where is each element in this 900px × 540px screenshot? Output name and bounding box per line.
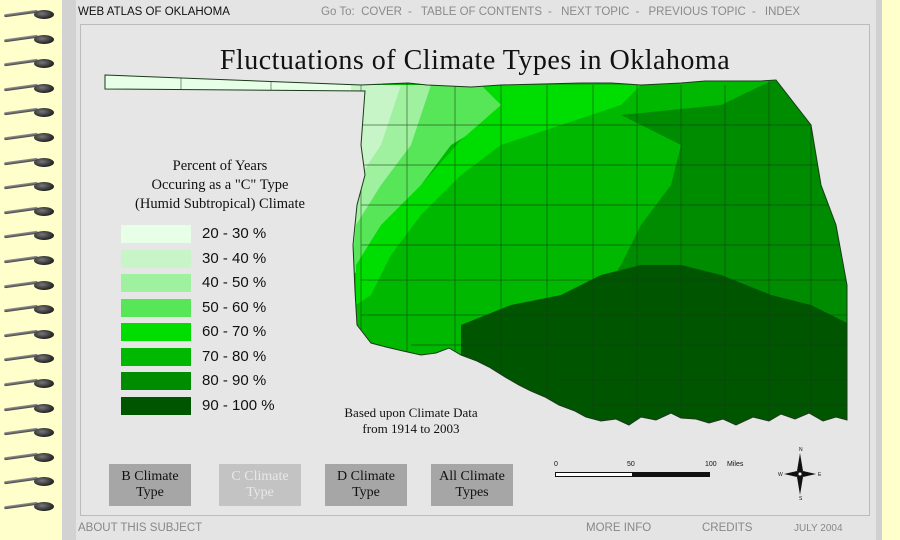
- d-climate-type-button[interactable]: D Climate Type: [325, 464, 407, 506]
- about-this-subject-link[interactable]: ABOUT THIS SUBJECT: [78, 522, 203, 534]
- binding-ring: [3, 9, 56, 20]
- binding-ring: [3, 304, 56, 315]
- oklahoma-climate-map: [104, 74, 848, 426]
- legend-label: 60 - 70 %: [202, 323, 267, 340]
- nav-previous-topic-link[interactable]: PREVIOUS TOPIC: [648, 6, 746, 18]
- button-label: B Climate: [121, 469, 179, 484]
- scale-segment: [555, 472, 633, 477]
- legend-label: 70 - 80 %: [202, 347, 267, 365]
- binding-ring: [3, 501, 56, 512]
- binding-ring: [3, 452, 56, 463]
- binding-ring: [3, 403, 56, 414]
- map-title: Fluctuations of Climate Types in Oklahom…: [219, 45, 731, 76]
- publication-date: JULY 2004: [794, 523, 843, 534]
- button-label: Type: [352, 485, 380, 500]
- scale-segment: [632, 472, 710, 477]
- top-navigation-bar: WEB ATLAS OF OKLAHOMA Go To: COVER - TABL…: [76, 6, 876, 22]
- binding-ring: [3, 34, 56, 45]
- button-label: Types: [455, 485, 489, 500]
- compass-s: S: [799, 496, 803, 501]
- binding-ring: [3, 477, 56, 487]
- binding-ring: [3, 255, 56, 266]
- binding-ring: [3, 181, 56, 192]
- legend-title: Percent of Years Occuring as a "C" Type …: [115, 157, 325, 214]
- scale-tick: 0: [554, 461, 558, 468]
- bottom-navigation-bar: ABOUT THIS SUBJECT MORE INFO CREDITS JUL…: [76, 522, 876, 538]
- binding-ring: [3, 58, 56, 69]
- goto-label: Go To:: [321, 6, 355, 18]
- compass-rose-icon: N S E W: [778, 447, 822, 501]
- scale-unit: Miles: [727, 461, 744, 468]
- compass-n: N: [799, 447, 803, 453]
- button-label: D Climate: [337, 469, 395, 484]
- compass-e: E: [818, 472, 822, 478]
- b-climate-type-button[interactable]: B Climate Type: [109, 464, 191, 506]
- legend-swatch: [121, 249, 191, 268]
- atlas-page: WEB ATLAS OF OKLAHOMA Go To: COVER - TABL…: [62, 0, 882, 540]
- legend-label: 90 - 100 %: [202, 396, 275, 414]
- more-info-link[interactable]: MORE INFO: [586, 522, 652, 534]
- nav-index-link[interactable]: INDEX: [764, 6, 801, 18]
- binding-ring: [3, 354, 56, 364]
- scale-tick: 50: [627, 461, 635, 468]
- legend-label: 80 - 90 %: [202, 372, 267, 389]
- legend-swatch: [121, 225, 191, 243]
- binding-ring: [3, 280, 56, 291]
- map-canvas: Fluctuations of Climate Types in Oklahom…: [80, 24, 870, 516]
- binding-ring: [3, 157, 56, 168]
- nav-table-of-contents-link[interactable]: TABLE OF CONTENTS: [420, 6, 543, 18]
- binding-ring: [3, 231, 56, 241]
- binding-ring: [3, 108, 56, 118]
- compass-w: W: [778, 472, 783, 478]
- legend-label: 30 - 40 %: [202, 249, 267, 267]
- legend-swatch: [121, 396, 191, 415]
- binding-ring: [3, 132, 56, 143]
- legend-title-line: Occuring as a "C" Type: [151, 177, 289, 193]
- legend-swatch: [121, 298, 191, 317]
- button-label: Type: [136, 485, 164, 500]
- binding-ring: [3, 427, 56, 438]
- spiral-binding: [0, 0, 62, 540]
- legend-swatch: [121, 372, 191, 390]
- legend-swatch: [121, 347, 191, 366]
- button-label: All Climate: [439, 469, 505, 484]
- legend-swatch: [121, 323, 191, 341]
- binding-ring: [3, 378, 56, 389]
- nav-next-topic-link[interactable]: NEXT TOPIC: [561, 6, 630, 18]
- nav-cover-link[interactable]: COVER: [361, 6, 402, 18]
- scale-bar: 0 50 100 Miles: [554, 461, 755, 491]
- note-line: from 1914 to 2003: [362, 421, 460, 436]
- legend-title-line: Percent of Years: [172, 158, 268, 174]
- all-climate-types-button[interactable]: All Climate Types: [431, 464, 513, 506]
- note-line: Based upon Climate Data: [344, 405, 478, 420]
- legend-title-line: (Humid Subtropical) Climate: [135, 196, 305, 212]
- legend-label: 40 - 50 %: [202, 274, 267, 291]
- data-source-note: Based upon Climate Data from 1914 to 200…: [321, 405, 501, 437]
- c-climate-type-button[interactable]: C Climate Type: [219, 464, 301, 506]
- binding-ring: [3, 206, 56, 217]
- button-label: Type: [246, 485, 274, 500]
- button-label: C Climate: [231, 469, 289, 484]
- legend-label: 20 - 30 %: [202, 225, 267, 242]
- scale-tick: 100: [705, 461, 717, 468]
- site-title: WEB ATLAS OF OKLAHOMA: [78, 6, 230, 18]
- legend-swatch: [121, 274, 191, 292]
- credits-link[interactable]: CREDITS: [702, 522, 753, 534]
- binding-ring: [3, 329, 56, 340]
- binding-ring: [3, 83, 56, 94]
- goto-nav: Go To: COVER - TABLE OF CONTENTS - NEXT TO…: [321, 6, 801, 18]
- legend-label: 50 - 60 %: [202, 298, 267, 316]
